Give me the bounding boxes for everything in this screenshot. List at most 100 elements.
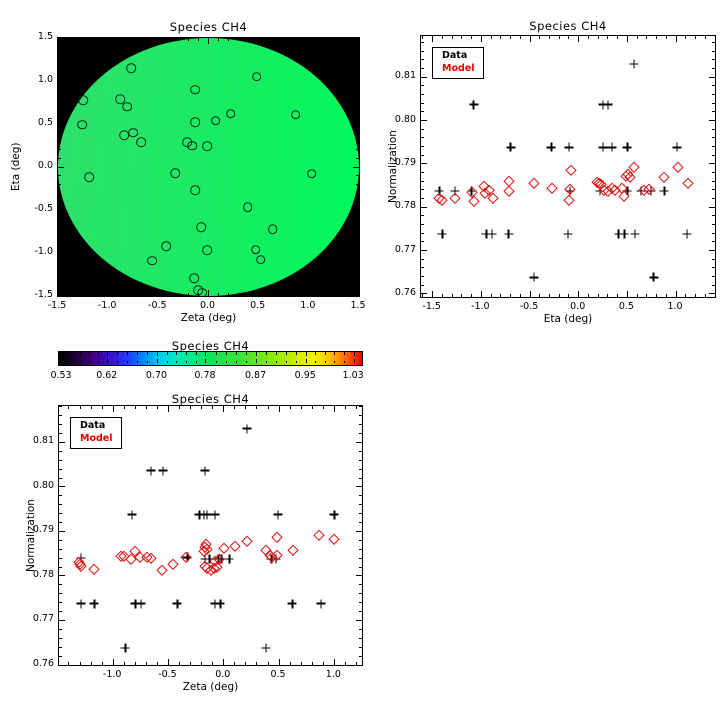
data-point-plus <box>204 554 214 564</box>
axis-tick-y <box>421 59 424 61</box>
axis-tick-x <box>549 36 550 39</box>
data-point-plus <box>565 186 575 196</box>
colorbar-tick <box>195 360 197 363</box>
colorbar-tick <box>315 360 317 363</box>
axis-tick-y <box>58 114 61 116</box>
axis-tick-y <box>709 120 715 122</box>
axis-tick-y <box>712 85 715 87</box>
data-point-circle <box>187 140 198 151</box>
plot-norm-vs-eta: Species CH4 Normalization Data Model Eta … <box>387 19 716 325</box>
axis-tick-y <box>712 128 715 130</box>
axis-tick-x <box>208 290 209 296</box>
tick-label: 0.78 <box>32 568 54 580</box>
axis-tick-y <box>356 97 359 99</box>
axis-tick-y <box>58 97 61 99</box>
axis-tick-y <box>421 154 424 156</box>
axis-tick-x <box>187 38 189 41</box>
colorbar-tick <box>147 352 149 355</box>
axis-tick-x <box>549 294 550 297</box>
data-point-plus <box>89 599 99 609</box>
axis-tick-y <box>353 80 359 82</box>
axis-tick-y <box>359 477 362 479</box>
axis-tick-x <box>597 36 599 39</box>
tick-label: 0.78 <box>394 200 416 212</box>
axis-tick-y <box>709 293 715 295</box>
tick-label: -1.5 <box>47 300 67 311</box>
colorbar-tick <box>176 352 178 355</box>
legend-item: Model <box>442 62 475 74</box>
colorbar-tick <box>166 352 168 355</box>
tick-label: 0.0 <box>570 301 586 312</box>
axis-tick-x <box>258 38 260 44</box>
colorbar-tick <box>79 360 81 363</box>
data-point-diamond <box>468 195 479 207</box>
axis-tick-x <box>500 36 502 39</box>
data-point-diamond <box>682 178 694 189</box>
axis-tick-y <box>356 71 359 73</box>
axis-tick-x <box>238 293 240 296</box>
data-point-plus <box>182 552 192 562</box>
axis-tick-y <box>59 602 62 604</box>
data-point-plus <box>630 229 640 239</box>
axis-tick-y <box>421 68 424 70</box>
axis-tick-x <box>57 38 59 44</box>
axis-tick-y <box>359 433 362 435</box>
axis-tick-y <box>712 258 715 260</box>
axis-tick-x <box>348 293 350 296</box>
colorbar-tick <box>295 360 297 363</box>
colorbar-tick <box>235 360 237 363</box>
data-point-plus <box>434 186 444 196</box>
axis-tick-y <box>712 232 715 234</box>
axis-tick-x <box>422 294 424 297</box>
data-point-plus <box>437 229 447 239</box>
plot-area <box>421 36 715 297</box>
colorbar-tick <box>88 352 90 355</box>
colorbar-tick <box>305 359 307 363</box>
data-point-plus <box>210 510 220 520</box>
data-point-circle <box>190 84 201 95</box>
axis-tick-x <box>344 406 346 409</box>
axis-tick-y <box>59 477 62 479</box>
data-point-plus <box>215 599 225 609</box>
colorbar-tick <box>344 360 346 363</box>
plot-area <box>58 38 359 296</box>
axis-tick-x <box>218 293 220 296</box>
axis-tick-y <box>712 267 715 269</box>
colorbar-tick <box>334 360 336 363</box>
colorbar-tick <box>315 352 317 355</box>
colorbar: Species CH4 0.53 0.62 0.70 0.78 0.87 0.95 1.03 <box>50 339 363 381</box>
colorbar-tick <box>344 352 346 355</box>
axis-tick-y <box>712 111 715 113</box>
axis-tick-y <box>359 406 362 408</box>
colorbar-tick <box>353 352 355 356</box>
axis-tick-x <box>568 36 570 39</box>
tick-label: 0.76 <box>394 286 416 298</box>
data-point-diamond <box>218 542 230 554</box>
colorbar-tick <box>205 352 207 356</box>
axis-tick-y <box>359 566 362 568</box>
data-point-circle <box>251 71 262 82</box>
colorbar-tick <box>186 352 188 355</box>
axis-tick-x <box>256 406 258 409</box>
tick-label: 0.81 <box>394 70 416 82</box>
colorbar-tick <box>285 352 287 355</box>
data-point-plus <box>622 142 632 152</box>
axis-tick-y <box>58 218 61 220</box>
axis-tick-y <box>421 163 427 165</box>
colorbar-tick <box>265 360 267 363</box>
axis-tick-x <box>190 406 192 409</box>
axis-tick-y <box>356 235 359 237</box>
colorbar-tick <box>245 360 247 363</box>
axis-tick-x <box>451 36 453 39</box>
data-point-plus <box>210 599 220 609</box>
axis-tick-y <box>712 180 715 182</box>
tick-label: 0.0 <box>199 300 216 311</box>
axis-tick-x <box>177 38 179 41</box>
data-point-circle <box>196 222 207 232</box>
data-point-plus <box>242 424 252 434</box>
axis-tick-x <box>675 36 677 42</box>
axis-tick-y <box>359 450 362 452</box>
axis-tick-x <box>322 662 324 665</box>
axis-tick-x <box>298 38 300 41</box>
axis-tick-y <box>59 619 65 621</box>
